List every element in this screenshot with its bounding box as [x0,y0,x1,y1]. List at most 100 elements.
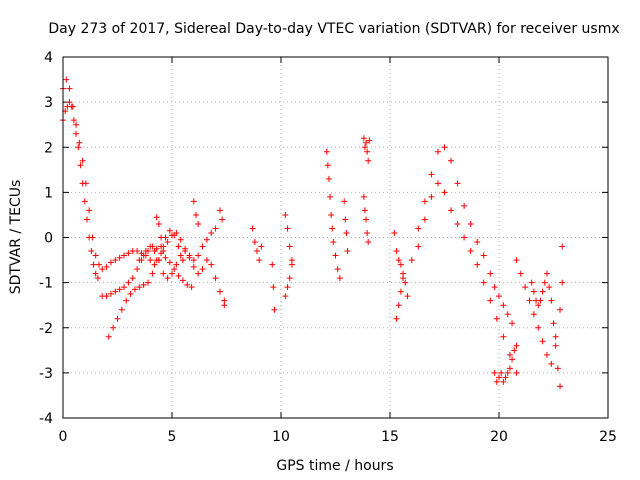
data-point [68,103,75,110]
data-point [509,320,516,327]
data-point [212,225,219,232]
data-point [107,259,114,266]
series-prn-i [360,135,373,246]
data-point [188,284,195,291]
data-point [147,257,154,264]
data-point [336,275,343,282]
series-prn-k [408,144,516,327]
data-point [364,148,371,155]
data-point [328,211,335,218]
data-point [502,374,509,381]
data-point [329,225,336,232]
data-point [286,243,293,250]
data-point [539,338,546,345]
data-point [537,297,544,304]
data-point [487,270,494,277]
data-point [332,252,339,259]
data-point [504,311,511,318]
data-point [164,275,171,282]
data-point [474,261,481,268]
data-point [173,261,180,268]
data-point [123,297,130,304]
data-point [559,279,566,286]
data-point [498,369,505,376]
data-point [221,302,228,309]
data-point [366,137,373,144]
data-point [467,248,474,255]
series-prn-b [60,99,101,282]
data-point [92,270,99,277]
data-point [182,248,189,255]
data-point [286,275,293,282]
data-point [70,117,77,124]
data-point [364,229,371,236]
y-tick-label: -1 [39,276,53,292]
data-point [208,261,215,268]
data-point [136,257,143,264]
data-point [270,284,277,291]
data-point [63,76,70,83]
data-point [175,272,182,279]
data-point [480,279,487,286]
data-point [543,270,550,277]
y-tick-label: 2 [44,140,53,156]
data-point [271,306,278,313]
y-axis-label: SDTVAR / TECUs [8,180,24,295]
data-point [114,315,121,322]
x-tick-labels: 0 5 10 15 20 25 [59,429,617,445]
data-point [511,347,518,354]
data-point [552,333,559,340]
y-tick-label: -3 [39,366,53,382]
series-prn-d [105,227,186,340]
data-point [77,162,84,169]
series-prn-g [249,211,295,313]
data-point [522,284,529,291]
data-point [548,360,555,367]
data-point [487,297,494,304]
data-point [530,311,537,318]
data-point [258,243,265,250]
data-point [448,207,455,214]
data-point [513,342,520,349]
data-point [73,121,80,128]
data-point [535,302,542,309]
data-point [474,239,481,246]
data-point [103,263,110,270]
data-point [428,193,435,200]
plot-frame [62,56,609,419]
data-point [166,227,173,234]
data-point [461,234,468,241]
data-point [269,261,276,268]
data-point [360,135,367,142]
data-point [186,254,193,261]
data-point [164,239,171,246]
y-tick-labels: -4 -3 -2 -1 0 1 2 3 4 [39,50,53,427]
y-tick-label: 1 [44,185,53,201]
data-point [327,193,334,200]
data-point [158,234,165,241]
data-point [158,250,165,257]
data-point [325,175,332,182]
data-point [81,198,88,205]
data-point [397,288,404,295]
data-point [513,257,520,264]
data-point [454,220,461,227]
data-point [125,279,132,286]
data-point [541,279,548,286]
data-point [195,220,202,227]
data-point [190,263,197,270]
data-point [552,342,559,349]
data-point [203,257,210,264]
data-point [171,266,178,273]
data-point [361,144,368,151]
data-point [195,252,202,259]
series-prn-m [491,342,520,385]
data-point [393,248,400,255]
data-point [179,257,186,264]
data-point [480,252,487,259]
x-tick-label: 10 [272,429,290,445]
data-point [73,130,80,137]
data-point [149,243,156,250]
data-point [363,216,370,223]
grid [62,56,609,419]
